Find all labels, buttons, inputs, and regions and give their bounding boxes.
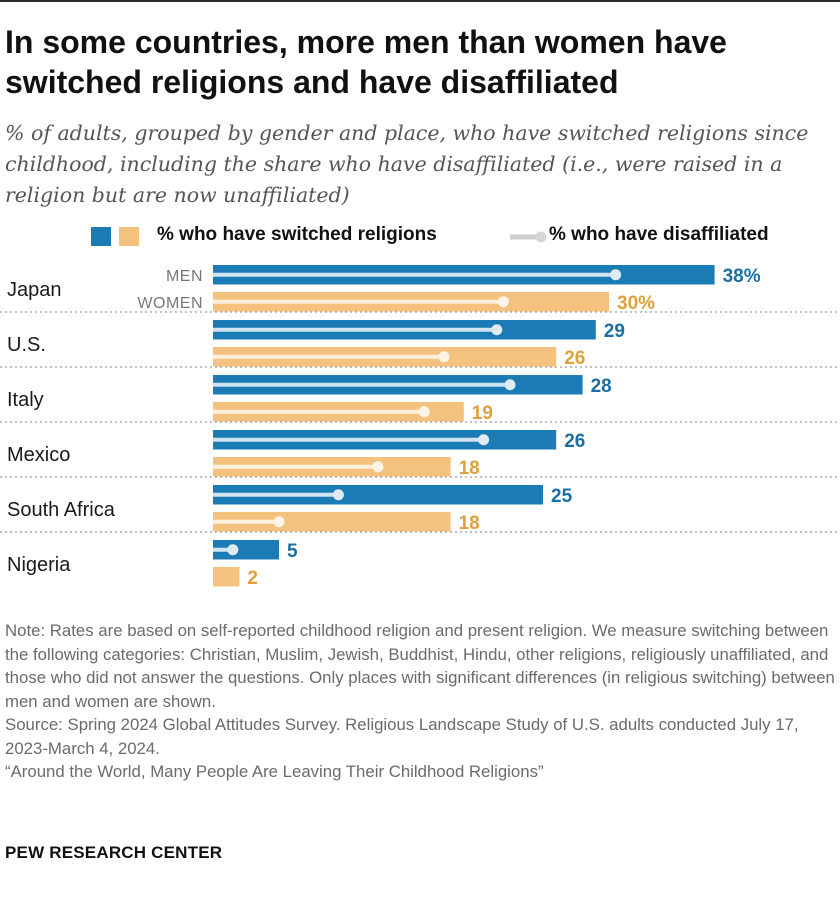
disaffiliated-dot-men	[478, 434, 489, 445]
legend-disaffiliated-marker	[510, 227, 550, 247]
top-rule	[0, 0, 840, 2]
report-title: “Around the World, Many People Are Leavi…	[5, 760, 835, 784]
bar-women	[213, 567, 239, 587]
group-label-women: WOMEN	[137, 295, 203, 312]
country-label: Italy	[7, 389, 44, 411]
value-label-men: 25	[551, 486, 573, 507]
value-label-women: 19	[472, 403, 493, 424]
disaffiliated-dot-women	[498, 296, 509, 307]
value-label-women: 26	[564, 348, 585, 369]
disaffiliated-dot-men	[505, 379, 516, 390]
country-label: U.S.	[7, 334, 46, 356]
disaffiliated-dot-men	[333, 489, 344, 500]
group-label-men: MEN	[166, 268, 203, 285]
bar-chart: Japan 38% 30% MEN WOMEN U.S. 29 26 Italy 28 19 Mexi…	[0, 256, 840, 596]
country-label: South Africa	[7, 499, 116, 521]
value-label-women: 2	[247, 568, 258, 589]
value-label-men: 38%	[723, 266, 761, 287]
country-label: Japan	[7, 279, 62, 301]
disaffiliated-dot-women	[274, 516, 285, 527]
legend-label-disaffiliated: % who have disaffiliated	[549, 224, 769, 246]
disaffiliated-dot-women	[439, 351, 450, 362]
chart-title: In some countries, more men than women h…	[5, 22, 835, 102]
note-text: Note: Rates are based on self-reported c…	[5, 619, 835, 713]
legend-label-switched: % who have switched religions	[157, 224, 437, 246]
legend-swatch-men	[91, 227, 111, 246]
country-label: Nigeria	[7, 554, 71, 576]
disaffiliated-dot-men	[610, 269, 621, 280]
value-label-men: 5	[287, 541, 298, 562]
pew-logo-text: PEW RESEARCH CENTER	[5, 843, 222, 863]
value-label-men: 29	[604, 321, 625, 342]
value-label-women: 30%	[617, 293, 655, 314]
chart-subtitle: % of adults, grouped by gender and place…	[5, 118, 835, 211]
source-text: Source: Spring 2024 Global Attitudes Sur…	[5, 713, 835, 760]
value-label-women: 18	[459, 458, 480, 479]
disaffiliated-dot-men	[227, 544, 238, 555]
value-label-men: 28	[591, 376, 612, 397]
notes: Note: Rates are based on self-reported c…	[5, 619, 835, 784]
legend: % who have switched religions % who have…	[0, 222, 840, 250]
legend-swatch-women	[119, 227, 139, 246]
value-label-men: 26	[564, 431, 585, 452]
disaffiliated-dot-men	[491, 324, 502, 335]
disaffiliated-dot-women	[373, 461, 384, 472]
disaffiliated-dot-women	[419, 406, 430, 417]
value-label-women: 18	[459, 513, 480, 534]
country-label: Mexico	[7, 444, 70, 466]
